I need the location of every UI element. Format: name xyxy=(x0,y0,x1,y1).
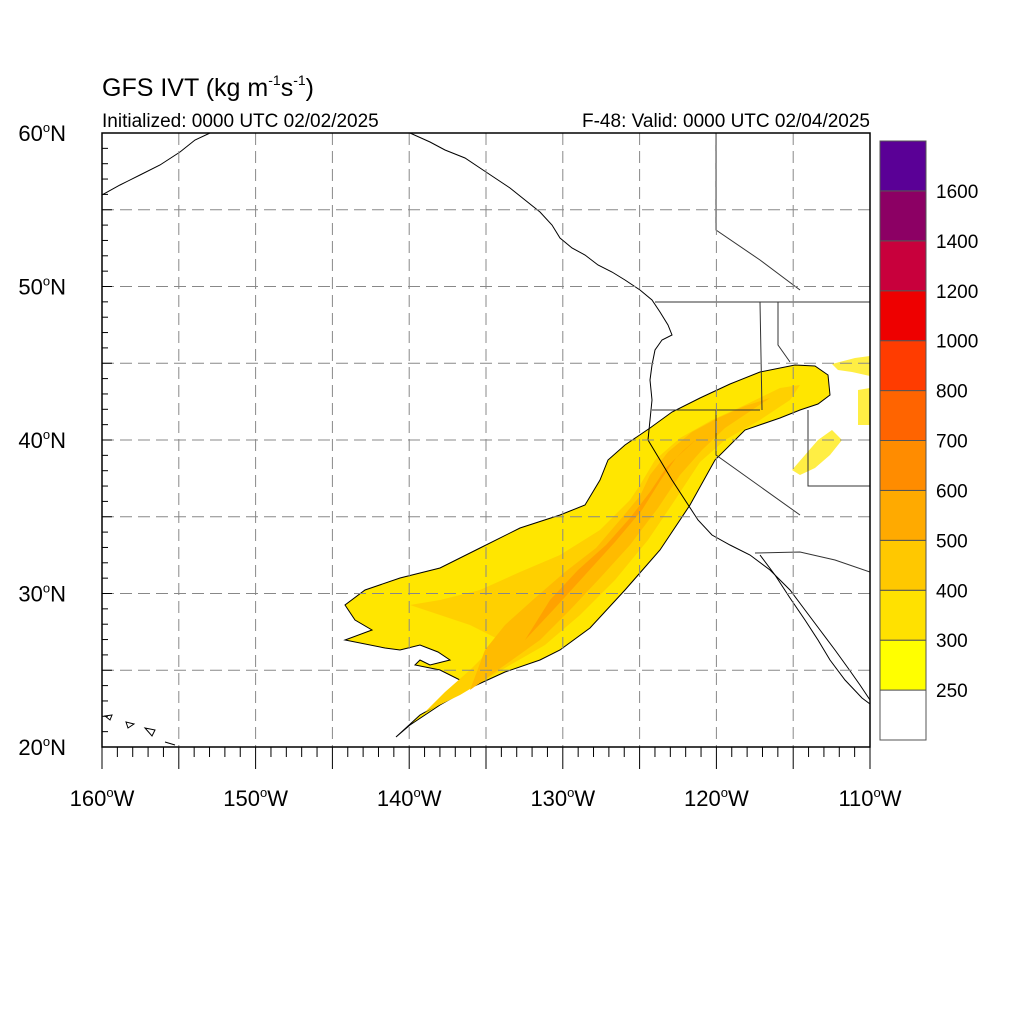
colorbar-label: 600 xyxy=(936,481,968,502)
lon-tick-label: 140oW xyxy=(377,785,442,811)
colorbar-box xyxy=(879,589,927,641)
colorbar-box xyxy=(879,140,927,192)
title-exp2: -1 xyxy=(293,72,306,88)
colorbar-box xyxy=(879,190,927,242)
idaho-border xyxy=(759,301,791,411)
russia-coast xyxy=(102,133,211,196)
lat-tick-label: 30oN xyxy=(18,581,66,607)
chart-title: GFS IVT (kg m-1s-1) xyxy=(102,72,314,103)
axis-labels: 160oW 150oW 140oW 130oW 120oW 110oW 60oN 50oN 40… xyxy=(18,120,901,811)
colorbar-label: 400 xyxy=(936,581,968,602)
lat-tick-label: 20oN xyxy=(18,734,66,760)
lat-tick-label: 60oN xyxy=(18,120,66,146)
initialized-label: Initialized: 0000 UTC 02/02/2025 xyxy=(102,111,379,132)
ivt-patch-northeast xyxy=(832,356,870,376)
title-prefix: GFS IVT (kg m xyxy=(102,74,269,102)
colorbar-box xyxy=(879,290,927,342)
ivt-patch-east-edge xyxy=(858,388,870,425)
hawaii-islands xyxy=(103,714,176,746)
lon-tick-label: 150oW xyxy=(223,785,288,811)
colorbar-box xyxy=(879,240,927,292)
lat-tick-label: 40oN xyxy=(18,427,66,453)
baja-coast xyxy=(759,554,870,705)
mexico-border xyxy=(754,551,870,573)
colorbar-label: 1600 xyxy=(936,182,978,203)
colorbar-box xyxy=(879,440,927,491)
colorbar-box xyxy=(879,489,927,541)
ivt-patch-east xyxy=(792,430,842,475)
coastlines xyxy=(102,133,870,746)
title-mid: s xyxy=(280,74,294,102)
lon-tick-label: 110oW xyxy=(838,785,901,811)
lon-tick-label: 130oW xyxy=(530,785,595,811)
colorbar-label: 1400 xyxy=(936,232,978,253)
utah-border xyxy=(807,410,870,487)
colorbar-box xyxy=(879,390,927,442)
colorbar-box xyxy=(879,340,927,392)
colorbar-box xyxy=(879,639,927,691)
ivt-shading xyxy=(343,356,870,738)
lon-tick-label: 160oW xyxy=(70,785,135,811)
colorbar: 250 300 400 500 600 700 800 1000 1200 1400 1600 xyxy=(879,140,978,741)
canada-interior xyxy=(715,133,801,291)
colorbar-label: 500 xyxy=(936,531,968,552)
title-exp1: -1 xyxy=(268,72,281,88)
colorbar-box xyxy=(879,689,927,741)
ivt-plume-500 xyxy=(525,436,700,640)
alaska-coast xyxy=(409,133,870,701)
valid-label: F-48: Valid: 0000 UTC 02/04/2025 xyxy=(582,111,870,132)
colorbar-box xyxy=(879,539,927,591)
lat-tick-label: 50oN xyxy=(18,274,66,300)
colorbar-label: 700 xyxy=(936,432,968,453)
colorbar-label: 1000 xyxy=(936,332,978,353)
colorbar-label: 1200 xyxy=(936,282,978,303)
colorbar-label: 250 xyxy=(936,681,968,702)
colorbar-label: 300 xyxy=(936,631,968,652)
title-suffix: ) xyxy=(305,74,314,102)
axis-ticks xyxy=(101,132,871,769)
lon-tick-label: 120oW xyxy=(684,785,749,811)
colorbar-label: 800 xyxy=(936,382,968,403)
graticule xyxy=(102,133,870,747)
